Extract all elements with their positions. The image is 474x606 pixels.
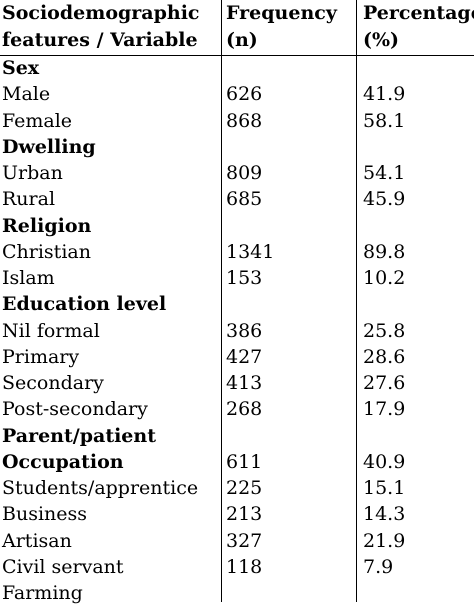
table-row: Students/apprentice 225 15.1 xyxy=(0,475,474,501)
frequency-cell: 213 xyxy=(226,503,263,526)
table-row: Female 868 58.1 xyxy=(0,108,474,134)
frequency-cell: 386 xyxy=(226,319,263,342)
header-variable: Sociodemographic features / Variable xyxy=(2,0,200,54)
percentage-cell: 41.9 xyxy=(363,83,406,106)
percentage-cell: 45.9 xyxy=(363,188,406,211)
frequency-cell: 427 xyxy=(226,345,263,368)
variable-label: Secondary xyxy=(2,372,104,394)
table-row: Secondary 413 27.6 xyxy=(0,370,474,396)
percentage-cell: 28.6 xyxy=(363,345,406,368)
table-row: Farming xyxy=(0,580,474,606)
variable-label: Urban xyxy=(2,162,63,184)
percentage-cell: 58.1 xyxy=(363,109,406,132)
header-divider xyxy=(0,55,474,56)
variable-label: Primary xyxy=(2,345,80,368)
frequency-cell: 1341 xyxy=(226,240,275,263)
variable-label: Artisan xyxy=(2,529,72,552)
header-variable-line: Sociodemographic xyxy=(2,2,200,24)
variable-label: Business xyxy=(2,503,88,526)
section-heading: Occupation xyxy=(2,450,124,473)
section-heading: Education level xyxy=(2,293,167,316)
table-row: Artisan 327 21.9 xyxy=(0,528,474,554)
section-row: Dwelling xyxy=(0,134,474,160)
frequency-cell: 225 xyxy=(226,477,263,499)
variable-label: Nil formal xyxy=(2,319,100,342)
table-row: Male 626 41.9 xyxy=(0,81,474,107)
section-row: Sex xyxy=(0,55,474,81)
percentage-cell: 27.6 xyxy=(363,372,406,394)
column-divider xyxy=(221,0,222,602)
percentage-cell: 14.3 xyxy=(363,503,406,526)
variable-label: Farming xyxy=(2,582,83,604)
column-divider xyxy=(356,0,357,602)
percentage-cell: 89.8 xyxy=(363,240,406,263)
frequency-cell: 809 xyxy=(226,162,263,184)
percentage-cell: 40.9 xyxy=(363,450,406,473)
percentage-cell: 7.9 xyxy=(363,555,394,578)
table-row: Christian 1341 89.8 xyxy=(0,239,474,265)
header-variable-line: features / Variable xyxy=(2,29,198,51)
variable-label: Female xyxy=(2,109,73,132)
table-row: Urban 809 54.1 xyxy=(0,160,474,186)
frequency-cell: 611 xyxy=(226,450,263,473)
variable-label: Civil servant xyxy=(2,555,124,578)
header-frequency: Frequency (n) xyxy=(226,0,337,54)
frequency-cell: 153 xyxy=(226,267,263,289)
section-row: Education level xyxy=(0,291,474,317)
percentage-cell: 21.9 xyxy=(363,529,406,552)
percentage-cell: 15.1 xyxy=(363,477,406,499)
frequency-cell: 268 xyxy=(226,398,263,421)
variable-label: Post-secondary xyxy=(2,398,148,421)
section-heading: Parent/patient xyxy=(2,424,156,447)
percentage-cell: 10.2 xyxy=(363,267,406,289)
frequency-cell: 327 xyxy=(226,529,263,552)
table-row: Islam 153 10.2 xyxy=(0,265,474,291)
header-frequency-line: Frequency xyxy=(226,2,337,24)
variable-label: Christian xyxy=(2,240,91,263)
variable-label: Rural xyxy=(2,188,56,211)
section-heading: Religion xyxy=(2,214,92,237)
frequency-cell: 626 xyxy=(226,83,263,106)
header-frequency-line: (n) xyxy=(226,29,258,51)
frequency-cell: 685 xyxy=(226,188,263,211)
frequency-cell: 118 xyxy=(226,555,263,578)
frequency-cell: 868 xyxy=(226,109,263,132)
percentage-cell: 25.8 xyxy=(363,319,406,342)
table-row: Business 213 14.3 xyxy=(0,501,474,527)
table-row: Nil formal 386 25.8 xyxy=(0,318,474,344)
variable-label: Islam xyxy=(2,267,55,289)
section-row: Parent/patient xyxy=(0,423,474,449)
header-percentage-line: (%) xyxy=(363,29,400,51)
header-percentage: Percentage (%) xyxy=(363,0,474,54)
table-row: Primary 427 28.6 xyxy=(0,344,474,370)
percentage-cell: 17.9 xyxy=(363,398,406,421)
frequency-cell: 413 xyxy=(226,372,263,394)
variable-label: Students/apprentice xyxy=(2,477,199,499)
table-row: Post-secondary 268 17.9 xyxy=(0,396,474,422)
table-row: Rural 685 45.9 xyxy=(0,186,474,212)
header-percentage-line: Percentage xyxy=(363,2,474,24)
section-heading: Sex xyxy=(2,57,40,79)
table-row: Civil servant 118 7.9 xyxy=(0,554,474,580)
percentage-cell: 54.1 xyxy=(363,162,406,184)
section-row: Religion xyxy=(0,213,474,239)
section-heading: Dwelling xyxy=(2,135,96,158)
section-row: Occupation 611 40.9 xyxy=(0,449,474,475)
variable-label: Male xyxy=(2,83,51,106)
